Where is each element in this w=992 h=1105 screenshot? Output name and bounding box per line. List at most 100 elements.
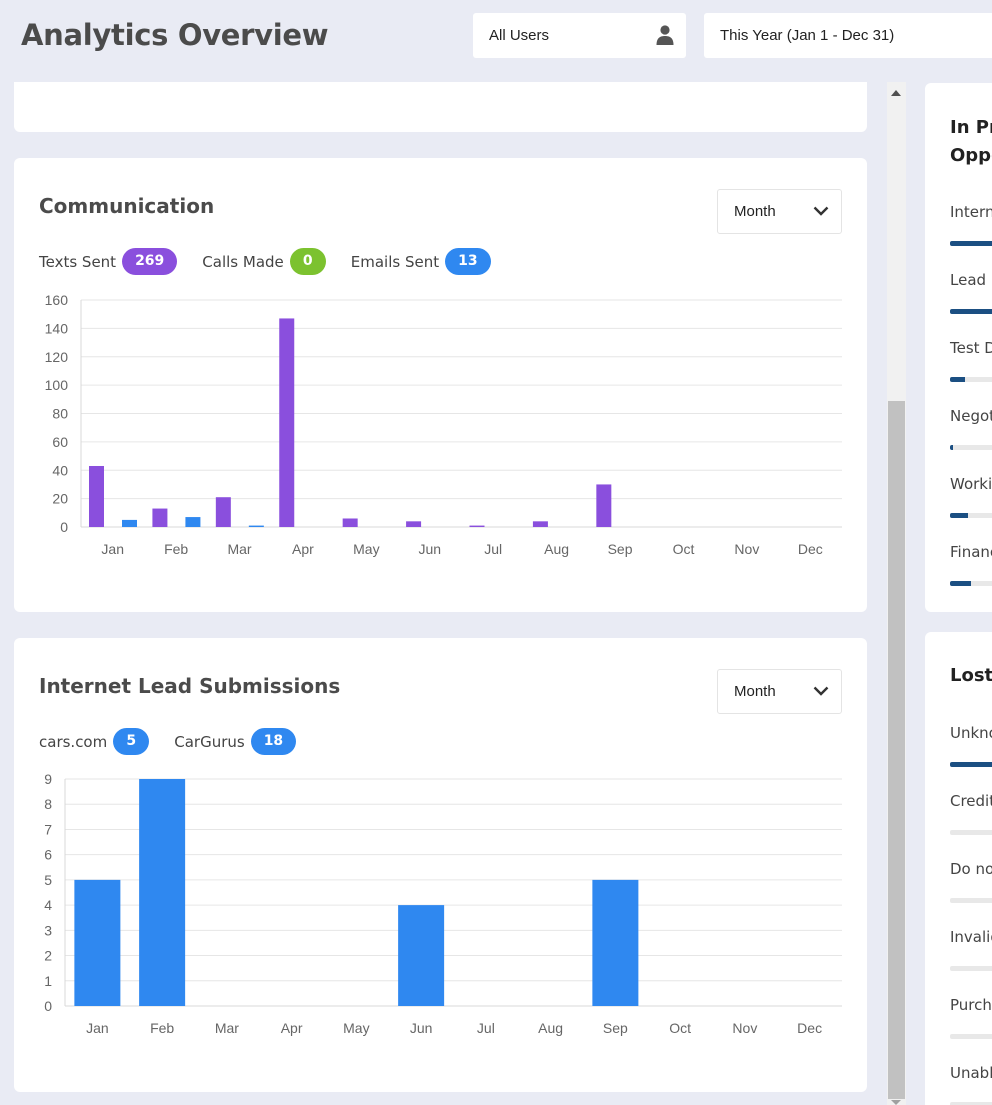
count-badge: 269 xyxy=(122,248,178,275)
y-tick-label: 0 xyxy=(60,519,68,535)
bar-leads xyxy=(592,879,639,1006)
x-tick-label: Aug xyxy=(538,1020,563,1036)
side-item-label: Intern xyxy=(950,203,992,221)
legend-cargurus: CarGurus 18 xyxy=(174,728,297,755)
bar-leads xyxy=(398,905,445,1006)
communication-period-value: Month xyxy=(734,203,776,220)
y-tick-label: 20 xyxy=(52,491,68,507)
count-badge: 13 xyxy=(445,248,491,275)
lost-opportunities-card: Lost Unkno Credit Do no Invalid Purch Unabl xyxy=(925,632,992,1105)
bar-emails-sent xyxy=(122,519,137,527)
bar-texts-sent xyxy=(532,521,548,527)
x-tick-label: Jun xyxy=(419,541,442,557)
side-item-label: Unabl xyxy=(950,1064,992,1082)
progress-fill xyxy=(950,377,965,382)
scroll-up-arrow-icon[interactable] xyxy=(891,90,901,96)
leads-period-value: Month xyxy=(734,683,776,700)
bar-leads xyxy=(139,779,186,1006)
count-badge: 18 xyxy=(250,728,297,755)
x-tick-label: Nov xyxy=(732,1020,757,1036)
bar-texts-sent xyxy=(406,521,422,527)
in-progress-opportunities-card: In Pro Oppo Intern Lead I Test D Negot Worki… xyxy=(925,83,992,612)
progress-fill xyxy=(950,581,971,586)
communication-period-select[interactable]: Month xyxy=(717,189,842,234)
communication-card: Communication Month Texts Sent 269 Calls… xyxy=(14,158,867,612)
side-item-progress-bar xyxy=(950,445,992,450)
legend-calls-made: Calls Made 0 xyxy=(202,248,326,275)
bar-texts-sent xyxy=(89,465,104,527)
top-card xyxy=(14,82,867,132)
side-item-label: Unkno xyxy=(950,724,992,742)
side-item-progress-bar xyxy=(950,762,992,767)
side-item-progress-bar xyxy=(950,966,992,971)
x-tick-label: Apr xyxy=(292,541,314,557)
x-tick-label: Dec xyxy=(797,1020,822,1036)
y-tick-label: 100 xyxy=(45,377,69,393)
date-range-select[interactable]: This Year (Jan 1 - Dec 31) xyxy=(704,13,992,58)
side-item-label: Purch xyxy=(950,996,992,1014)
legend-label: Texts Sent xyxy=(39,252,117,271)
progress-fill xyxy=(950,762,992,767)
x-tick-label: Feb xyxy=(150,1020,174,1036)
x-tick-label: Mar xyxy=(227,541,251,557)
leads-period-select[interactable]: Month xyxy=(717,669,842,714)
legend-cars-com: cars.com 5 xyxy=(39,728,150,755)
chevron-down-icon xyxy=(813,686,829,696)
x-tick-label: Nov xyxy=(734,541,759,557)
side-card-title: In Pro xyxy=(950,117,992,138)
page-title: Analytics Overview xyxy=(21,18,329,52)
progress-fill xyxy=(950,513,968,518)
y-tick-label: 80 xyxy=(52,406,68,422)
y-tick-label: 60 xyxy=(52,434,68,450)
scroll-down-arrow-icon[interactable] xyxy=(891,1100,901,1105)
lead-submissions-title: Internet Lead Submissions xyxy=(39,674,341,698)
side-item-progress-bar xyxy=(950,1102,992,1105)
side-item-progress-bar xyxy=(950,377,992,382)
side-item-progress-bar xyxy=(950,241,992,246)
progress-fill xyxy=(950,309,992,314)
side-item-progress-bar xyxy=(950,309,992,314)
progress-fill xyxy=(950,241,992,246)
bar-texts-sent xyxy=(279,318,295,527)
x-tick-label: Aug xyxy=(544,541,569,557)
x-tick-label: Jul xyxy=(484,541,502,557)
legend-texts-sent: Texts Sent 269 xyxy=(39,248,178,275)
x-tick-label: Apr xyxy=(281,1020,303,1036)
bar-texts-sent xyxy=(342,518,358,527)
side-item-progress-bar xyxy=(950,898,992,903)
x-tick-label: Jun xyxy=(410,1020,433,1036)
bar-texts-sent xyxy=(215,497,231,527)
legend-label: Emails Sent xyxy=(350,252,440,271)
y-tick-label: 160 xyxy=(45,292,69,308)
x-tick-label: Jan xyxy=(101,541,124,557)
y-tick-label: 120 xyxy=(45,349,69,365)
communication-title: Communication xyxy=(39,194,215,218)
x-tick-label: Jan xyxy=(86,1020,109,1036)
y-tick-label: 8 xyxy=(44,796,52,812)
legend-label: cars.com xyxy=(39,732,108,751)
bar-texts-sent xyxy=(469,525,485,527)
scrollbar-thumb[interactable] xyxy=(888,401,905,1099)
x-tick-label: Oct xyxy=(673,541,695,557)
y-tick-label: 3 xyxy=(44,922,52,938)
side-card-title: Oppo xyxy=(950,145,992,166)
lead-submissions-bar-chart: 0 1 2 3 4 5 6 7 8 9 Jan Feb Mar Apr May Jun Jul Aug Sep Oct… xyxy=(44,771,842,1036)
legend-label: Calls Made xyxy=(202,252,284,271)
communication-bar-chart: 0 20 40 60 80 100 120 140 160 Jan Feb Mar Apr May Jun J… xyxy=(45,292,842,557)
x-tick-label: Feb xyxy=(164,541,188,557)
bar-leads xyxy=(74,879,121,1006)
side-item-label: Invalid xyxy=(950,928,992,946)
count-badge: 5 xyxy=(113,728,150,755)
x-tick-label: Sep xyxy=(608,541,633,557)
x-tick-label: Dec xyxy=(798,541,823,557)
x-tick-label: Oct xyxy=(669,1020,691,1036)
y-tick-label: 6 xyxy=(44,847,52,863)
chevron-down-icon xyxy=(813,206,829,216)
legend-label: CarGurus xyxy=(174,732,245,751)
y-tick-label: 7 xyxy=(44,821,52,837)
user-filter-select[interactable]: All Users xyxy=(473,13,686,58)
side-item-label: Financ xyxy=(950,543,992,561)
lead-submissions-card: Internet Lead Submissions Month cars.com… xyxy=(14,638,867,1092)
progress-fill xyxy=(950,445,953,450)
side-item-progress-bar xyxy=(950,830,992,835)
